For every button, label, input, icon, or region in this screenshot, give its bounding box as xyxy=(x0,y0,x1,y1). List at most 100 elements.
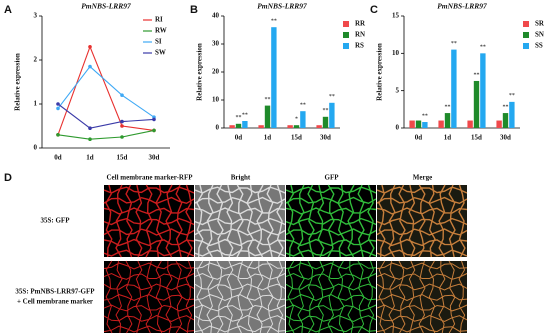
row-label: 35S: PmNBS-LRR97-GFP xyxy=(15,288,95,296)
bar xyxy=(300,111,306,128)
significance: ** xyxy=(323,108,329,114)
y-tick-label: 10 xyxy=(212,96,220,104)
y-tick-label: 10 xyxy=(392,49,400,57)
significance: ** xyxy=(451,41,457,47)
legend-label: RS xyxy=(355,42,364,50)
y-axis-label: Relative expression xyxy=(376,43,384,101)
y-tick-label: 0 xyxy=(216,124,220,132)
significance: ** xyxy=(503,104,509,110)
bar xyxy=(293,125,300,128)
column-header: Bright xyxy=(231,174,251,182)
cell-outline xyxy=(194,260,286,334)
panel-label: B xyxy=(190,4,198,16)
bar xyxy=(438,120,444,128)
x-tick-label: 30d xyxy=(320,134,331,142)
bar xyxy=(451,49,457,128)
significance: ** xyxy=(422,113,428,119)
bar xyxy=(258,125,264,128)
legend-label: RN xyxy=(355,31,365,39)
significance: ** xyxy=(509,93,515,99)
significance: ** xyxy=(236,115,242,121)
row-label: + Cell membrane marker xyxy=(17,298,93,306)
panel-label: D xyxy=(4,172,12,184)
bar xyxy=(322,116,329,128)
legend-label: SS xyxy=(535,42,543,50)
x-tick-label: 1d xyxy=(264,134,272,142)
bar xyxy=(271,27,277,129)
significance: ** xyxy=(445,104,451,110)
point xyxy=(120,124,124,128)
cell-outline xyxy=(194,184,286,258)
significance: ** xyxy=(480,45,486,51)
y-tick-label: 0 xyxy=(396,124,400,132)
point xyxy=(88,126,92,130)
point xyxy=(152,128,156,133)
legend-swatch xyxy=(523,43,529,49)
legend-label: RR xyxy=(355,20,366,28)
bar xyxy=(264,105,271,128)
panel-label: C xyxy=(370,4,378,16)
point xyxy=(56,133,60,137)
column-header: Cell membrane marker-RFP xyxy=(106,174,193,182)
bar xyxy=(229,125,235,128)
y-axis-label: Relative expression xyxy=(14,53,22,111)
x-tick-label: 1d xyxy=(86,154,94,162)
significance: ** xyxy=(265,97,271,103)
y-tick-label: 3 xyxy=(34,12,38,20)
line xyxy=(57,45,155,135)
y-tick-label: 40 xyxy=(212,12,220,20)
point xyxy=(88,64,92,69)
y-tick-label: 0 xyxy=(34,144,38,152)
legend-label: SI xyxy=(155,38,162,46)
point xyxy=(88,137,92,141)
x-tick-label: 0d xyxy=(54,154,62,162)
legend-label: SW xyxy=(155,49,166,57)
bar xyxy=(509,101,515,128)
bar xyxy=(316,125,322,128)
bar xyxy=(242,121,248,128)
bar xyxy=(473,80,480,128)
x-tick-label: 15d xyxy=(471,134,482,142)
significance: ** xyxy=(300,103,306,109)
significance: ** xyxy=(329,94,335,100)
significance: ** xyxy=(271,19,277,25)
point xyxy=(56,102,60,106)
panel-label: A xyxy=(4,4,12,16)
column-header: GFP xyxy=(325,174,340,182)
y-axis-label: Relative expression xyxy=(196,43,204,101)
bar xyxy=(329,102,335,128)
cell-outline xyxy=(103,260,195,334)
bar xyxy=(502,113,509,128)
bar xyxy=(287,125,293,128)
bar xyxy=(444,113,451,128)
legend-label: RW xyxy=(155,27,167,35)
x-tick-label: 30d xyxy=(500,134,511,142)
point xyxy=(56,106,60,111)
bar xyxy=(422,122,428,128)
y-tick-label: 30 xyxy=(212,40,220,48)
bar xyxy=(480,53,486,129)
bar xyxy=(415,120,422,128)
line xyxy=(57,65,155,118)
bar xyxy=(235,123,242,128)
legend-label: SN xyxy=(535,31,544,39)
line xyxy=(57,103,155,129)
point xyxy=(120,135,124,139)
bar xyxy=(409,120,415,128)
row-label: 35S: GFP xyxy=(41,217,71,225)
significance: ** xyxy=(242,112,248,118)
significance: ** xyxy=(474,72,480,78)
bar xyxy=(496,120,502,128)
cell-outline xyxy=(376,260,468,334)
column-header: Merge xyxy=(413,174,432,182)
point xyxy=(120,119,124,124)
x-tick-label: 30d xyxy=(149,154,160,162)
cell-outline xyxy=(103,184,195,258)
legend-label: SR xyxy=(535,20,545,28)
x-tick-label: 15d xyxy=(117,154,128,162)
chart-title: PmNBS-LRR97 xyxy=(437,2,487,11)
x-tick-label: 1d xyxy=(444,134,452,142)
x-tick-label: 0d xyxy=(415,134,423,142)
legend-label: RI xyxy=(155,16,163,24)
